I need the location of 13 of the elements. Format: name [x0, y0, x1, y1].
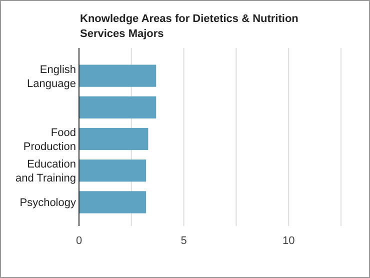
y-tick-label: English Language — [27, 64, 76, 90]
chart-title: Knowledge Areas for Dietetics & Nutrition Services Majors — [80, 13, 299, 40]
bar — [79, 128, 148, 150]
x-tick-label: 10 — [282, 235, 295, 247]
bar — [79, 160, 146, 182]
y-tick-label: Food Production — [23, 127, 76, 153]
y-tick-label: Education and Training — [15, 158, 76, 185]
bar — [79, 64, 156, 87]
bar — [79, 191, 146, 214]
x-tick-label: 5 — [180, 235, 187, 247]
x-tick-label: 0 — [76, 235, 82, 247]
bar — [79, 96, 156, 118]
y-tick-label: Psychology — [20, 197, 76, 210]
